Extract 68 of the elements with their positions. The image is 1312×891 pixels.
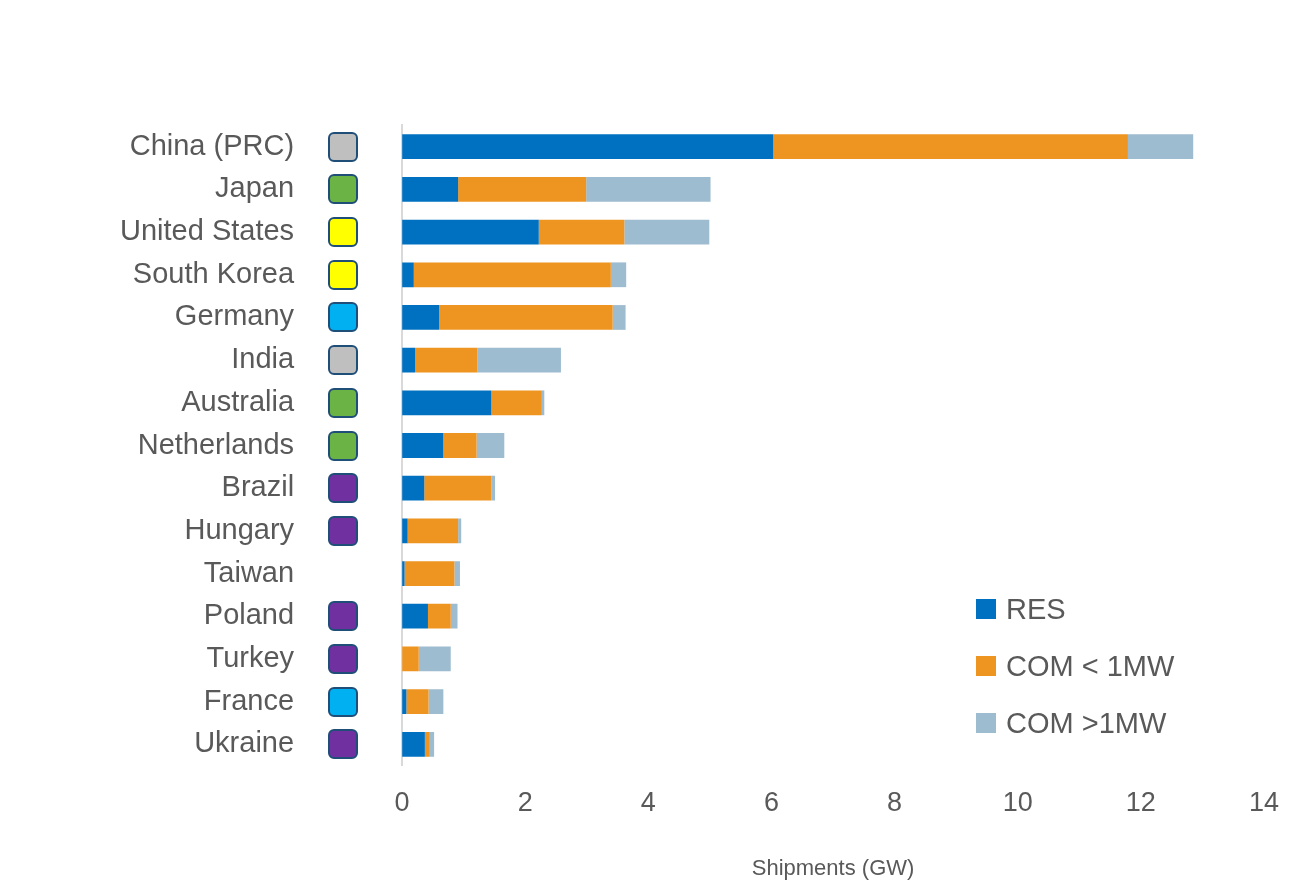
bar (424, 475, 492, 501)
legend-label: RES (1006, 592, 1066, 626)
x-tick-label: 2 (517, 787, 533, 818)
bar (402, 347, 416, 373)
x-axis-title: Shipments (GW) (751, 855, 915, 881)
y-tick-label: Taiwan (203, 555, 295, 588)
y-tick-label: United States (119, 214, 295, 247)
bar (454, 561, 460, 586)
y-tick-label: Turkey (206, 640, 295, 673)
y-tick-label: India (231, 342, 295, 375)
bar (402, 134, 774, 160)
y-tick-label: France (203, 683, 295, 716)
bar (538, 219, 625, 245)
bar (402, 433, 444, 458)
bar (477, 347, 561, 373)
bar (415, 347, 478, 373)
bar (458, 518, 462, 544)
bar (586, 177, 711, 202)
bar (450, 603, 458, 629)
legend-label: COM >1MW (1006, 706, 1167, 740)
y-tick-label: Germany (174, 299, 295, 332)
legend-label: COM < 1MW (1006, 649, 1175, 683)
bar (402, 646, 419, 672)
bar (402, 390, 492, 416)
bar (402, 219, 539, 245)
x-tick-label: 14 (1248, 787, 1280, 818)
y-tick-label: China (PRC) (129, 128, 295, 161)
bar (413, 262, 611, 288)
bar (476, 433, 505, 458)
bar (1127, 134, 1194, 160)
x-tick-label: 12 (1125, 787, 1156, 818)
bar (427, 603, 451, 629)
bar (406, 689, 429, 714)
bar (402, 305, 440, 330)
x-tick-label: 8 (887, 787, 903, 818)
x-tick-label: 10 (1002, 787, 1033, 818)
bar (407, 518, 459, 544)
bar (610, 262, 627, 288)
x-tick-label: 4 (640, 787, 656, 818)
bar (402, 603, 428, 629)
bar (402, 262, 414, 288)
y-tick-label: Poland (203, 598, 295, 631)
bar (402, 731, 425, 757)
y-tick-label: Australia (181, 384, 295, 417)
y-tick-label: Hungary (184, 512, 295, 545)
bar (404, 561, 455, 586)
bar (402, 475, 425, 501)
bar (418, 646, 451, 672)
bar (443, 433, 477, 458)
bar (402, 518, 408, 544)
bar (612, 305, 626, 330)
bar (424, 731, 430, 757)
x-tick-label: 0 (394, 787, 410, 818)
y-tick-label: Ukraine (194, 726, 295, 759)
y-tick-label: South Korea (132, 256, 295, 289)
bar (429, 731, 435, 757)
bar (491, 390, 542, 416)
x-tick-label: 6 (763, 787, 779, 818)
y-tick-label: Japan (215, 171, 295, 204)
bar (439, 305, 613, 330)
bar (458, 177, 587, 202)
bar (491, 475, 496, 501)
bar (428, 689, 444, 714)
bar (624, 219, 710, 245)
bar (773, 134, 1128, 160)
y-tick-label: Brazil (221, 470, 295, 503)
bar (402, 177, 459, 202)
y-tick-label: Netherlands (137, 427, 295, 460)
